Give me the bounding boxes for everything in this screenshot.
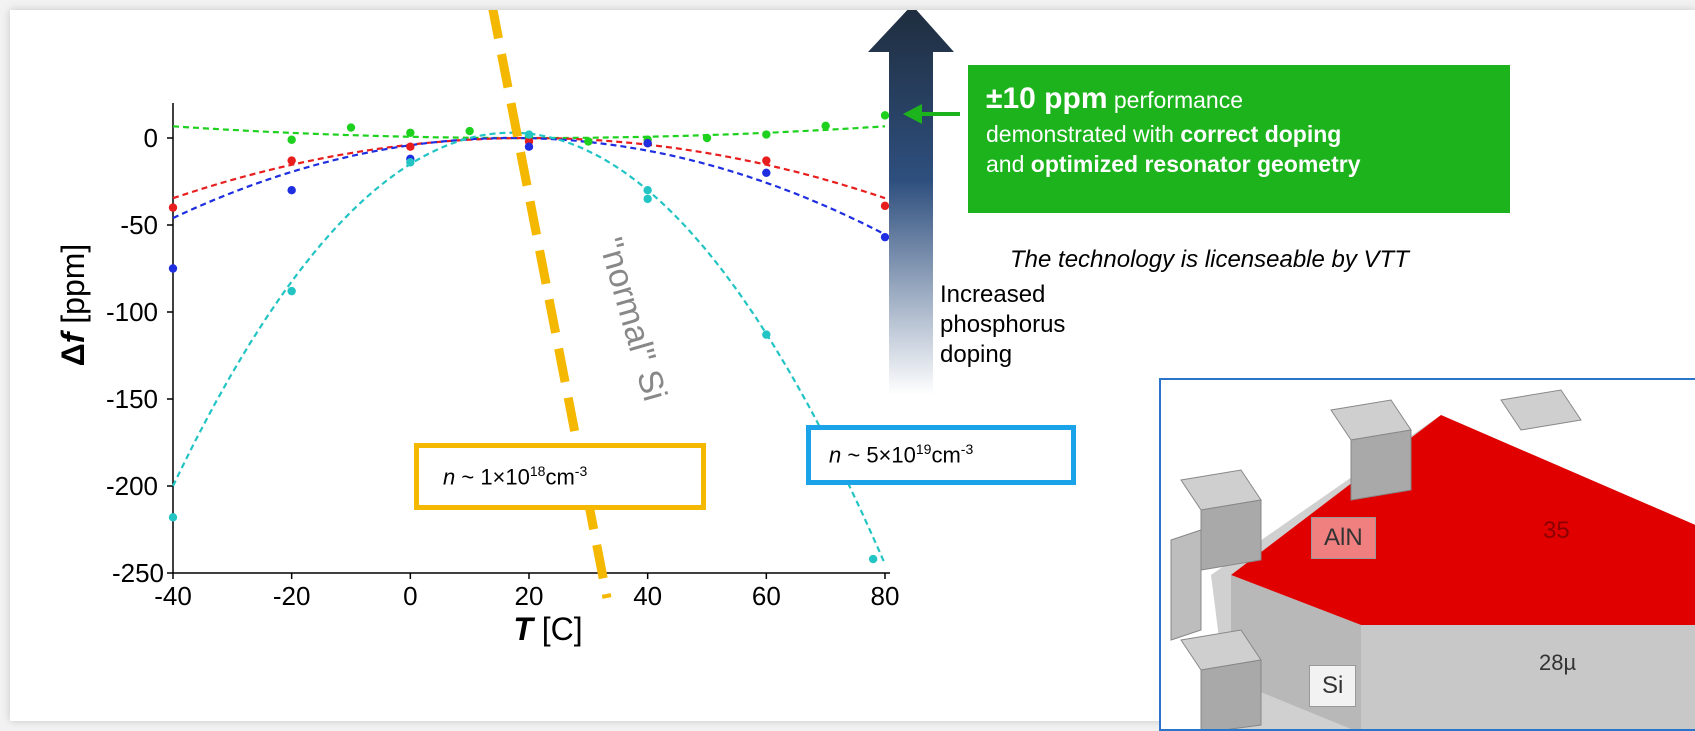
data-point-series-3 [880,232,890,242]
doping-label-line-3: doping [940,341,1013,368]
dimension-right-label: 35 [1543,517,1570,544]
callout-line-2: demonstrated with correct doping [986,120,1342,147]
x-tick-label: 0 [403,581,417,611]
data-point-series-3 [643,139,652,148]
data-point-series-1 [880,111,890,120]
resonator-figure: AlN Si 35 28µ [1159,378,1695,731]
data-point-series-3 [524,142,534,151]
y-tick-label: -100 [106,297,158,327]
axes: 0-50-100-150-200-250-40 -20 0 20 40 60 80 [106,103,900,611]
data-point-series-2 [406,142,415,151]
callout-line-1: ±10 ppm performance [986,82,1244,115]
y-tick-label: -50 [120,210,158,240]
data-point-series-2 [762,156,771,165]
doping-level-box-high: n ~ 5×1019cm-3 [806,425,1076,485]
x-tick-label: -40 [154,581,192,611]
y-tick-label: 0 [144,123,158,153]
si-layer-label: Si [1309,665,1357,707]
data-point-series-3 [762,168,771,177]
data-point-series-3 [287,186,296,195]
data-points [168,111,890,564]
x-tick-label: 20 [515,581,544,611]
data-point-series-1 [762,130,771,139]
y-tick-label: -200 [106,471,158,501]
callout-pointer-arrowhead [903,104,922,124]
dimension-bottom-label: 28µ [1539,650,1577,675]
data-point-series-2 [880,201,890,211]
y-axis-title: Δf [ppm] [55,244,91,367]
data-point-series-2 [168,203,178,212]
doping-arrow-label: Increased phosphorus doping [940,280,1065,370]
x-tick-label: -20 [273,581,311,611]
data-point-series-2 [287,156,296,165]
resonator-illustration [1170,389,1695,729]
x-axis-title: T [C] [513,611,582,647]
data-point-series-1 [287,135,296,144]
x-tick-label: 60 [752,581,781,611]
aln-layer-label: AlN [1311,517,1376,559]
data-point-series-4 [762,330,771,339]
doping-label-line-1: Increased [940,281,1046,308]
license-note: The technology is licenseable by VTT [1010,246,1409,273]
doping-level-box-low: n ~ 1×1018cm-3 [414,443,706,510]
data-point-series-4 [406,158,415,167]
data-point-series-1 [465,126,474,136]
fit-curve-series-3 [172,136,886,236]
data-point-series-4 [643,194,652,204]
y-tick-label: -250 [112,558,164,588]
doping-level-text-high: n ~ 5×1019cm-3 [829,441,974,468]
doping-level-text-low: n ~ 1×1018cm-3 [443,462,588,490]
x-tick-label: 40 [633,581,662,611]
slide: 0 -50 -100 -150 -200 -250 -40 -20 0 20 40 60 80 T [C… [10,10,1695,731]
x-tick-label: 80 [871,581,900,611]
data-point-series-4 [643,186,652,195]
callout-line-3: and optimized resonator geometry [986,151,1361,178]
data-point-series-1 [346,123,356,132]
doping-label-line-2: phosphorus [940,311,1066,338]
data-point-series-4 [868,554,878,564]
doping-arrow [868,10,954,395]
performance-callout: ±10 ppm performance demonstrated with co… [968,65,1510,213]
y-tick-label: -150 [106,384,158,414]
data-point-series-1 [821,121,830,131]
data-point-series-4 [168,513,178,522]
data-point-series-3 [168,264,178,273]
data-point-series-1 [584,137,593,146]
data-point-series-4 [524,130,534,139]
data-point-series-4 [287,286,296,296]
data-point-series-1 [406,128,415,137]
data-point-series-1 [702,133,712,143]
